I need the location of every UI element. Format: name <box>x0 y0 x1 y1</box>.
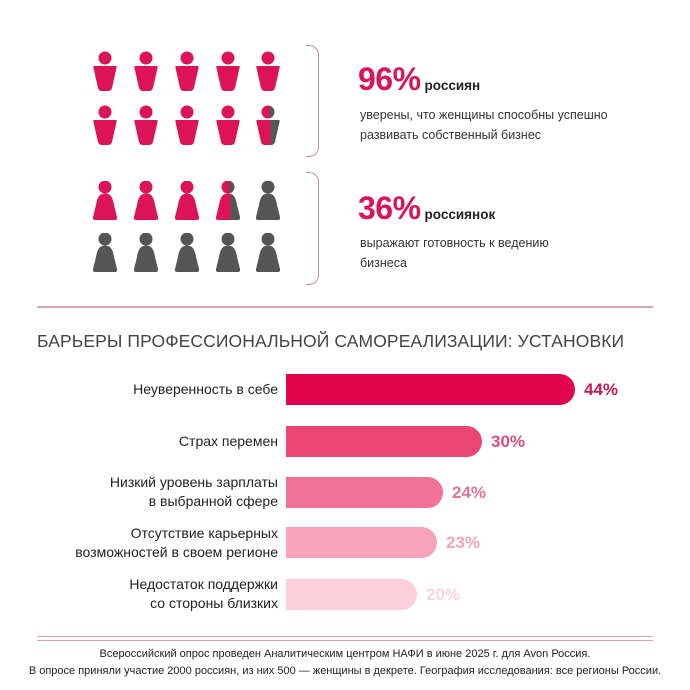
female-figure-icon <box>172 232 202 275</box>
bracket-stat1 <box>306 45 319 157</box>
female-figure-icon <box>90 180 120 223</box>
male-figure-icon <box>172 105 202 147</box>
bar-label-line1: Низкий уровень зарплаты <box>109 474 278 490</box>
female-figure-icon <box>253 232 283 275</box>
bar-value: 44% <box>584 380 619 399</box>
bar-label-line1: Недостаток поддержки <box>129 576 278 592</box>
male-figure-icon <box>172 51 202 93</box>
stat2-value: 36% <box>358 190 421 226</box>
male-figure-icon <box>253 51 283 93</box>
bar <box>286 579 417 610</box>
male-figure-icon <box>90 105 120 147</box>
bar-label: Страх перемен <box>179 432 278 451</box>
section-divider <box>37 306 653 308</box>
stat2-desc-line2: бизнеса <box>360 256 407 270</box>
footer-divider-top <box>37 636 653 637</box>
bar-value: 20% <box>426 585 461 604</box>
female-figure-icon <box>90 232 120 275</box>
bar-label-line1: Страх перемен <box>178 433 278 449</box>
bar-label: Недостаток поддержки со стороны близких <box>129 575 278 613</box>
stat2-subject: россиянок <box>424 207 496 222</box>
female-figure-icon <box>131 232 161 275</box>
male-figure-icon <box>253 105 283 147</box>
stat2-description: выражают готовность к ведению бизнеса <box>360 233 650 273</box>
male-figure-icon <box>131 51 161 93</box>
female-figure-icon <box>213 180 243 223</box>
stat2-desc-line1: выражают готовность к ведению <box>360 236 549 250</box>
male-figure-icon <box>213 105 243 147</box>
bar-label: Отсутствие карьерных возможностей в свое… <box>75 524 278 562</box>
male-figure-icon <box>90 51 120 93</box>
bar-label-line2: возможностей в своем регионе <box>75 544 278 560</box>
female-figure-icon <box>213 232 243 275</box>
stat2-value-block: 36% россиянок <box>358 192 495 224</box>
female-figure-icon <box>131 180 161 223</box>
bar-value: 30% <box>491 432 526 451</box>
female-pictogram <box>85 175 295 285</box>
bar-label-line2: со стороны близких <box>150 595 278 611</box>
footer-line2: В опросе приняли участие 2000 россиян, и… <box>28 665 662 677</box>
bar <box>286 527 437 558</box>
male-figure-icon <box>131 105 161 147</box>
bar-label-line1: Неуверенность в себе <box>133 381 278 397</box>
stat1-desc-line2: развивать собственный бизнес <box>360 128 542 142</box>
bracket-stat2 <box>306 172 319 285</box>
female-figure-icon <box>253 180 283 223</box>
barriers-title: БАРЬЕРЫ ПРОФЕССИОНАЛЬНОЙ САМОРЕАЛИЗАЦИИ:… <box>37 331 625 351</box>
bar-label-line2: в выбранной сфере <box>148 493 278 509</box>
stat1-description: уверены, что женщины способны успешно ра… <box>360 105 650 145</box>
stat1-value-block: 96% россиян <box>358 63 480 95</box>
stat1-desc-line1: уверены, что женщины способны успешно <box>360 108 608 122</box>
footer-divider-bottom <box>37 640 653 641</box>
bar <box>286 477 443 508</box>
bar-label: Низкий уровень зарплаты в выбранной сфер… <box>110 473 278 511</box>
bar-value: 23% <box>446 533 481 552</box>
female-figure-icon <box>172 180 202 223</box>
bar <box>286 374 575 405</box>
male-pictogram <box>85 45 295 155</box>
bar-label-line1: Отсутствие карьерных <box>130 525 278 541</box>
bar <box>286 426 482 457</box>
stat1-value: 96% <box>358 61 421 97</box>
bar-label: Неуверенность в себе <box>133 380 278 399</box>
footer-line1: Всероссийский опрос проведен Аналитическ… <box>99 648 591 660</box>
stat1-subject: россиян <box>424 78 481 93</box>
male-figure-icon <box>213 51 243 93</box>
bar-value: 24% <box>452 483 487 502</box>
